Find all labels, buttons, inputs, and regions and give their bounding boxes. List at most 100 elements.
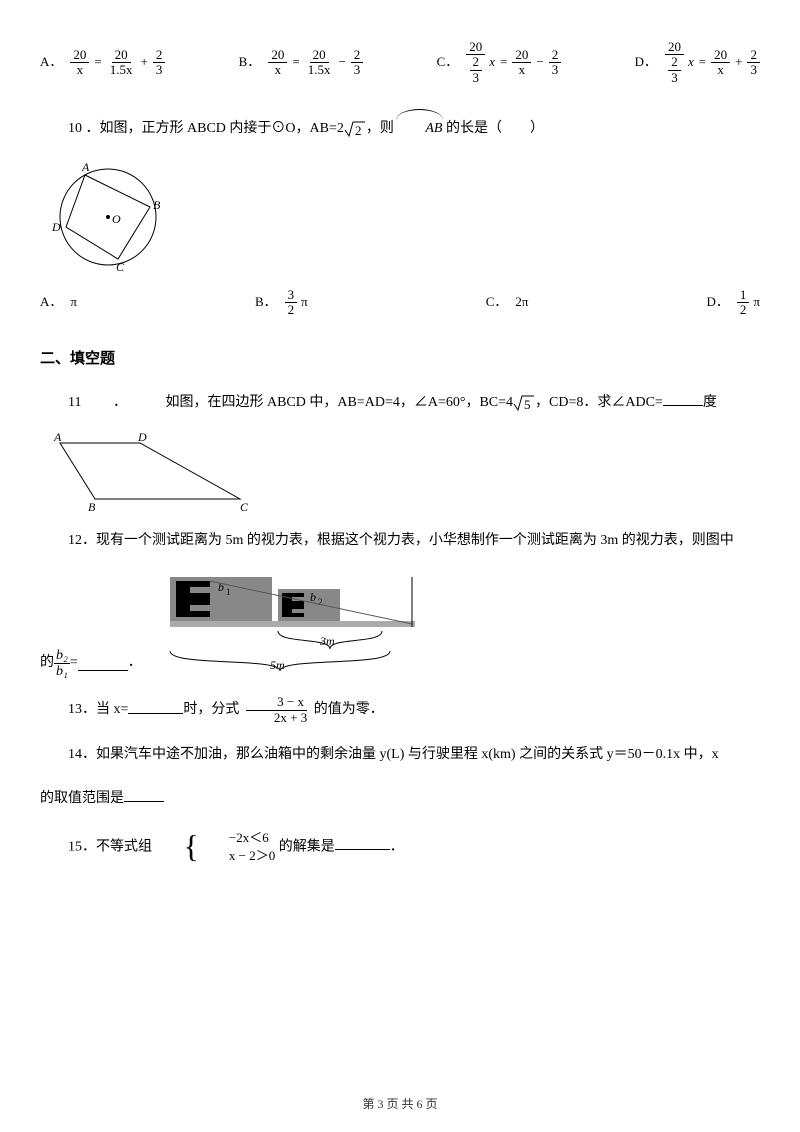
q11-number: 11	[68, 395, 81, 410]
q12-eyechart-figure: b1 b2 3m 5m	[150, 569, 430, 679]
quadrilateral-diagram: A D B C	[40, 431, 260, 511]
q15-segment-1: ．不等式组	[82, 839, 152, 854]
option-label-b: B．	[239, 52, 261, 73]
section-2-title: 二、填空题	[40, 347, 760, 371]
q10-option-d: D．12π	[707, 288, 760, 318]
compound-fraction: 20 23	[466, 40, 485, 85]
q11-segment-3: ，CD=8．求∠ADC=	[535, 395, 663, 410]
variable-x: x	[489, 52, 495, 73]
equals: =	[292, 52, 299, 73]
q11-text: 11 ． 如图，在四边形 ABCD 中，AB=AD=4，∠A=60°，BC=45…	[40, 389, 760, 417]
equals: =	[500, 52, 507, 73]
svg-text:b: b	[310, 590, 316, 604]
q10-option-b: B．32π	[255, 288, 308, 318]
option-label-a: A．	[40, 52, 62, 73]
system-row-2: x − 2＞0	[201, 847, 275, 865]
q10-segment-2: ，则	[366, 121, 394, 136]
fraction: 3 − x2x + 3	[243, 695, 310, 725]
q9-option-b: B． 20x = 201.5x − 23	[239, 48, 364, 78]
compound-fraction: 20 23	[665, 40, 684, 85]
equals: =	[699, 52, 706, 73]
operator: −	[536, 52, 543, 73]
svg-text:D: D	[137, 431, 147, 444]
blank-input[interactable]	[78, 657, 128, 671]
q13-number: 13	[68, 703, 82, 718]
q15-number: 15	[68, 839, 82, 854]
arc-ab: AB	[397, 115, 442, 143]
operator: +	[735, 52, 742, 73]
svg-text:5: 5	[524, 397, 531, 412]
q12-segment: ．现有一个测试距离为 5m 的视力表，根据这个视力表，小华想制作一个测试距离为 …	[82, 533, 734, 548]
blank-input[interactable]	[663, 392, 703, 406]
q9-options: A． 20x = 201.5x + 23 B． 20x = 201.5x − 2…	[40, 40, 760, 85]
blank-input[interactable]	[128, 700, 183, 714]
q10-options: A．π B．32π C．2π D．12π	[40, 288, 760, 318]
q14-number: 14	[68, 747, 82, 762]
svg-text:B: B	[88, 500, 96, 511]
system-row-1: −2x＜6	[201, 829, 275, 847]
q11-figure: A D B C	[40, 431, 760, 511]
svg-text:1: 1	[226, 587, 231, 597]
sqrt-icon: 2	[344, 120, 366, 138]
q14-text-cont: 的取值范围是	[40, 785, 760, 813]
ratio-fraction: b₂ b₁	[54, 648, 70, 680]
svg-text:C: C	[116, 260, 125, 272]
fraction: 20x	[268, 48, 287, 78]
circle-square-diagram: A B C D O	[40, 157, 180, 272]
q10-text: 10 ．如图，正方形 ABCD 内接于⊙O，AB=2 2 ，则 AB 的长是（ ）	[40, 115, 760, 143]
q15-text: 15．不等式组 { −2x＜6 x − 2＞0 的解集是 ．	[40, 829, 760, 865]
svg-text:2: 2	[355, 123, 362, 138]
q10-option-a: A．π	[40, 292, 77, 313]
svg-text:A: A	[53, 431, 62, 444]
q9-option-d: D． 20 23 x = 20x + 23	[635, 40, 760, 85]
fraction: 23	[549, 48, 562, 78]
blank-input[interactable]	[335, 836, 390, 850]
svg-text:B: B	[153, 198, 161, 212]
q14-segment-1: ．如果汽车中途不加油，那么油箱中的剩余油量 y(L) 与行驶里程 x(km) 之…	[82, 747, 719, 762]
q10-option-c: C．2π	[486, 292, 529, 313]
svg-text:D: D	[51, 220, 61, 234]
operator: −	[338, 52, 345, 73]
option-label-c: C．	[437, 52, 459, 73]
fraction: 201.5x	[107, 48, 136, 78]
q10-segment-1: ．如图，正方形 ABCD 内接于⊙O，AB=2	[86, 121, 344, 136]
option-label-d: D．	[635, 52, 657, 73]
fraction: 23	[153, 48, 166, 78]
equals: =	[94, 52, 101, 73]
q11-segment-2: 如图，在四边形 ABCD 中，AB=AD=4，∠A=60°，BC=	[165, 395, 506, 410]
q12-figure-row: 的 b₂ b₁ = ． b1 b2 3m	[40, 569, 760, 679]
fraction: 20x	[512, 48, 531, 78]
q14-text: 14．如果汽车中途不加油，那么油箱中的剩余油量 y(L) 与行驶里程 x(km)…	[40, 741, 760, 769]
q12-number: 12	[68, 533, 82, 548]
fraction: 23	[747, 48, 760, 78]
svg-text:A: A	[81, 160, 90, 174]
sqrt-icon: 5	[513, 394, 535, 412]
q12-text: 12．现有一个测试距离为 5m 的视力表，根据这个视力表，小华想制作一个测试距离…	[40, 527, 760, 555]
q9-option-a: A． 20x = 201.5x + 23	[40, 48, 165, 78]
q13-segment-2: 时，分式	[183, 703, 239, 718]
q13-segment-1: ．当 x=	[82, 703, 128, 718]
fraction: 20x	[711, 48, 730, 78]
q13-text: 13．当 x= 时，分式 3 − x2x + 3 的值为零．	[40, 695, 760, 725]
svg-text:2: 2	[318, 597, 323, 607]
q11-segment-4: 度	[703, 395, 717, 410]
q13-segment-3: 的值为零．	[314, 703, 384, 718]
q15-segment-2: 的解集是	[279, 839, 335, 854]
q10-number: 10	[68, 121, 82, 136]
q15-segment-3: ．	[390, 839, 404, 854]
fraction: 201.5x	[305, 48, 334, 78]
blank-input[interactable]	[124, 788, 164, 802]
q9-option-c: C． 20 23 x = 20x − 23	[437, 40, 562, 85]
variable-x: x	[688, 52, 694, 73]
q14-segment-2: 的取值范围是	[40, 791, 124, 806]
inequality-system: { −2x＜6 x − 2＞0	[156, 829, 276, 865]
q10-segment-3: 的长是（ ）	[446, 121, 544, 136]
fraction: 23	[351, 48, 364, 78]
svg-text:O: O	[112, 212, 121, 226]
svg-text:C: C	[240, 500, 249, 511]
svg-text:5m: 5m	[270, 658, 285, 672]
fraction: 20x	[70, 48, 89, 78]
q12-ratio: 的 b₂ b₁ = ．	[40, 648, 142, 680]
operator: +	[140, 52, 147, 73]
q11-coef: 4	[506, 395, 513, 410]
